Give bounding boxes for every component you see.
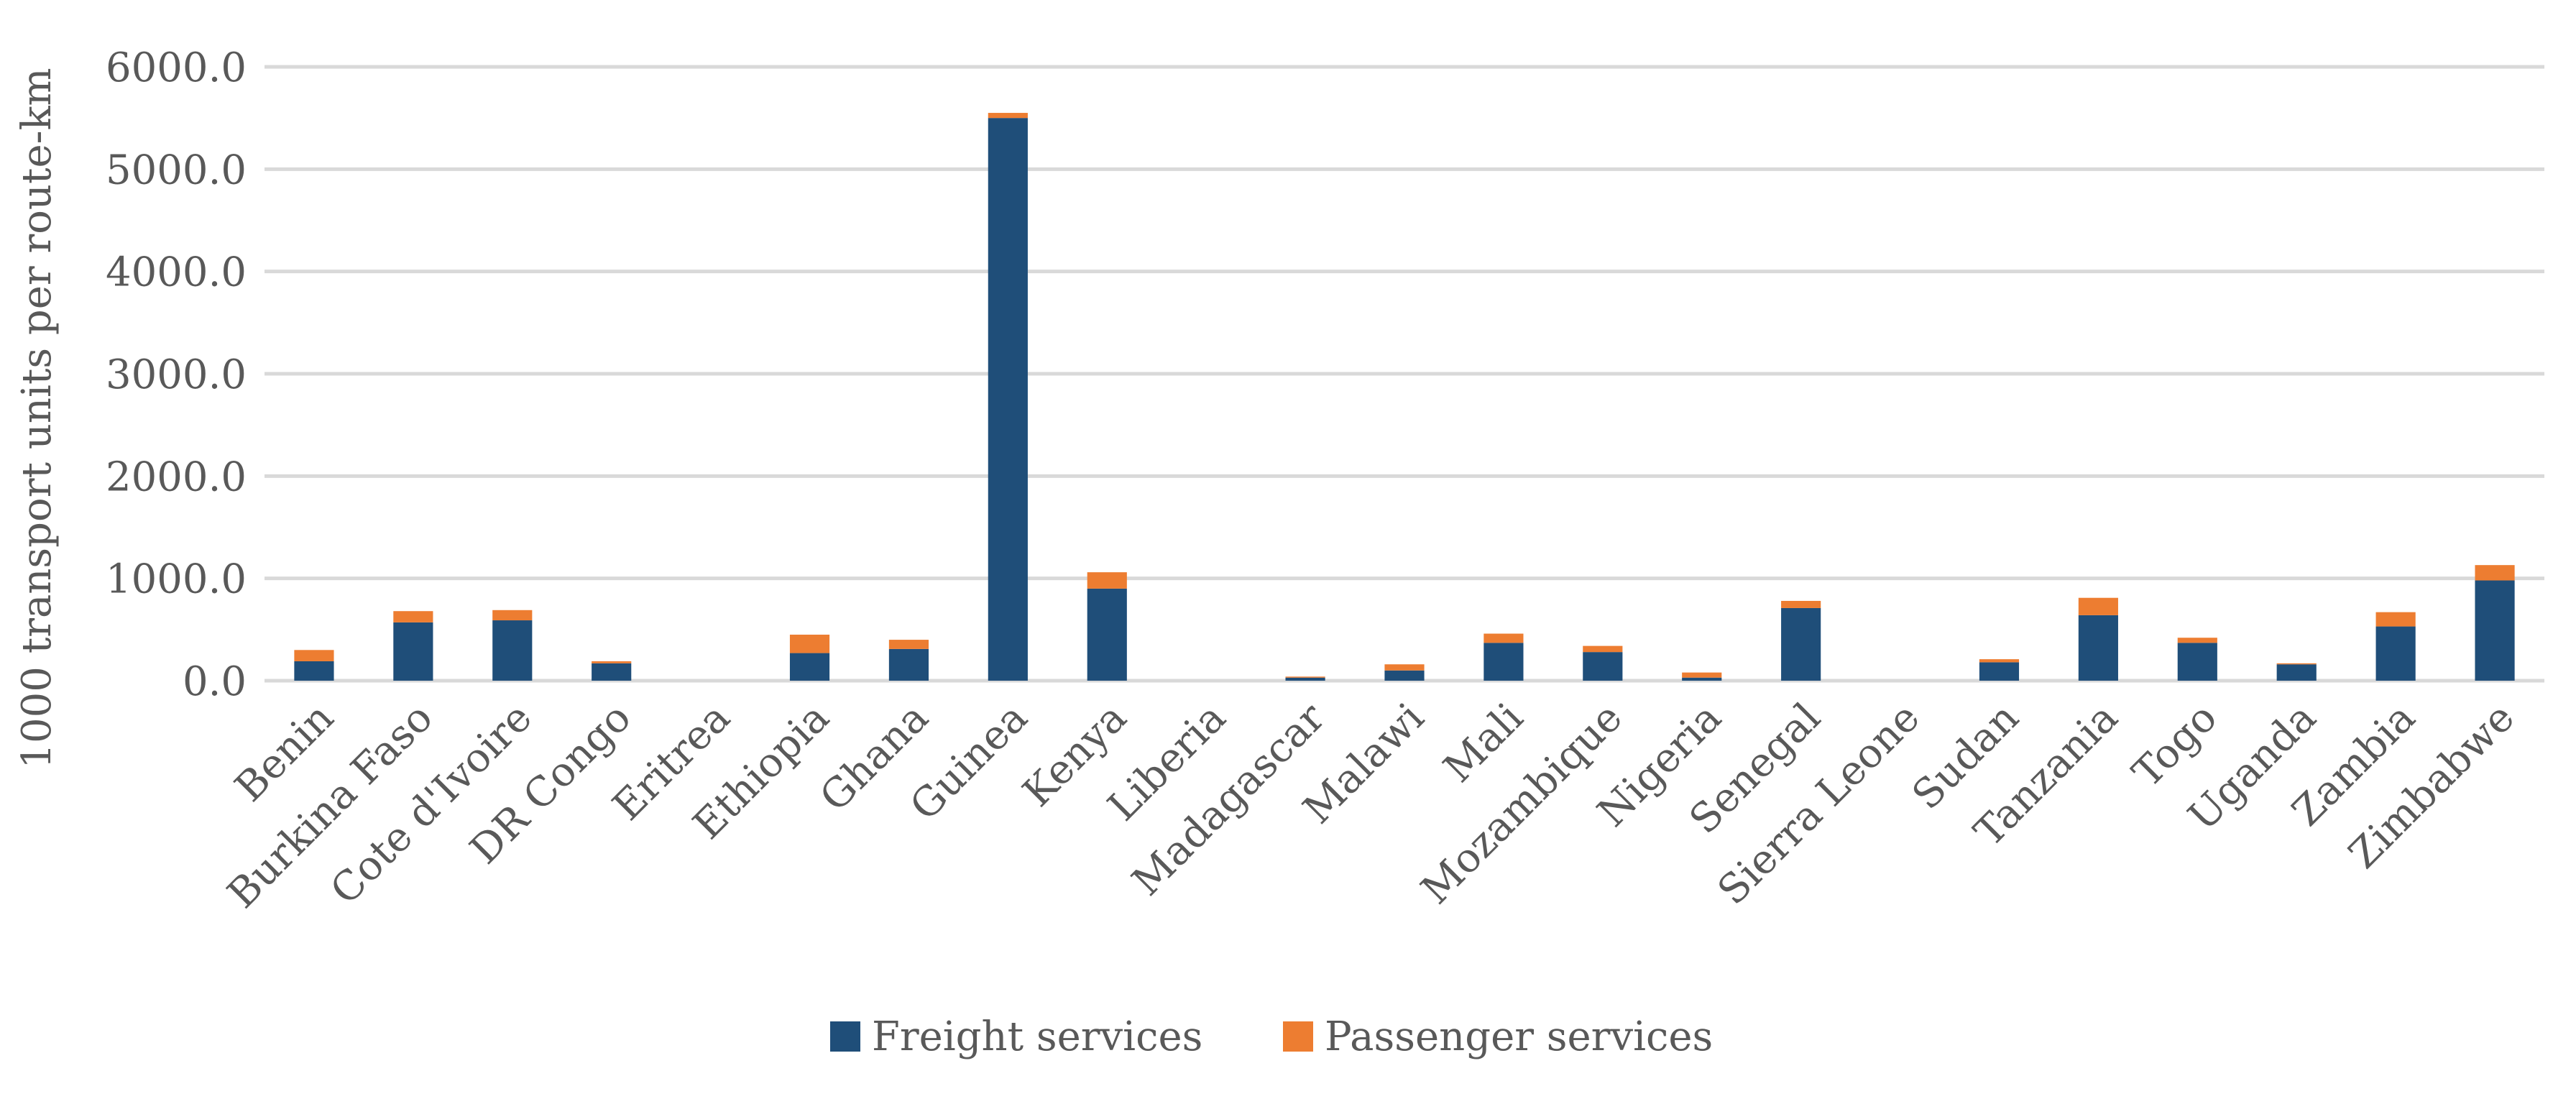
bar-passenger-uganda	[2276, 663, 2317, 665]
y-tick-label: 0.0	[183, 658, 247, 705]
legend: Freight services Passenger services	[830, 1013, 1713, 1060]
bar-passenger-sudan	[1979, 659, 2020, 663]
bar-freight-madagascar	[1285, 677, 1325, 681]
y-tick-label: 5000.0	[106, 147, 247, 193]
bar-freight-zambia	[2375, 626, 2416, 681]
bar-passenger-cote-d-ivoire	[492, 610, 533, 621]
y-axis-title: 1000 transport units per route-km	[14, 68, 60, 768]
bar-freight-benin	[294, 661, 334, 681]
bar-freight-tanzania	[2078, 615, 2118, 681]
bar-freight-zimbabwe	[2475, 580, 2515, 681]
bar-passenger-mali	[1484, 633, 1524, 643]
bar-passenger-benin	[294, 650, 334, 661]
legend-label-freight: Freight services	[872, 1013, 1202, 1060]
bar-freight-ghana	[888, 648, 929, 681]
bar-passenger-senegal	[1781, 600, 1821, 608]
bar-freight-burkina-faso	[393, 622, 433, 681]
bar-passenger-madagascar	[1285, 676, 1325, 678]
bar-passenger-malawi	[1384, 664, 1425, 671]
bar-passenger-burkina-faso	[393, 611, 433, 622]
y-tick-label: 3000.0	[106, 351, 247, 398]
y-axis-ticks: 0.0 1000.0 2000.0 3000.0 4000.0 5000.0 6000.0	[106, 45, 247, 705]
bar-passenger-kenya	[1087, 572, 1127, 589]
y-tick-label: 4000.0	[106, 249, 247, 296]
bar-freight-nigeria	[1682, 677, 1722, 681]
bar-freight-togo	[2177, 643, 2217, 681]
bar-freight-dr-congo	[592, 663, 632, 681]
bar-freight-guinea	[988, 118, 1028, 681]
legend-swatch-passenger	[1283, 1021, 1313, 1052]
bar-passenger-dr-congo	[592, 661, 632, 663]
bar-passenger-ethiopia	[789, 634, 830, 653]
bar-passenger-nigeria	[1682, 672, 1722, 678]
bar-freight-ethiopia	[789, 653, 830, 681]
y-tick-label: 2000.0	[106, 454, 247, 500]
bar-passenger-zimbabwe	[2475, 565, 2515, 581]
bar-freight-mali	[1484, 643, 1524, 681]
bar-freight-senegal	[1781, 607, 1821, 681]
bar-freight-mozambique	[1583, 652, 1623, 681]
bar-passenger-zambia	[2375, 612, 2416, 627]
legend-label-passenger: Passenger services	[1325, 1013, 1713, 1060]
gridlines	[264, 65, 2544, 683]
bar-freight-sudan	[1979, 662, 2020, 681]
y-tick-label: 6000.0	[106, 45, 247, 91]
bar-freight-kenya	[1087, 588, 1127, 681]
bar-passenger-guinea	[988, 113, 1028, 119]
bar-passenger-mozambique	[1583, 645, 1623, 653]
bar-passenger-tanzania	[2078, 597, 2118, 615]
y-tick-label: 1000.0	[106, 556, 247, 603]
bar-freight-cote-d-ivoire	[492, 620, 533, 681]
bar-passenger-togo	[2177, 638, 2217, 643]
bar-freight-uganda	[2276, 664, 2317, 681]
bars	[294, 113, 2515, 681]
legend-swatch-freight	[830, 1021, 860, 1052]
bar-freight-malawi	[1384, 670, 1425, 681]
bar-passenger-ghana	[888, 640, 929, 649]
